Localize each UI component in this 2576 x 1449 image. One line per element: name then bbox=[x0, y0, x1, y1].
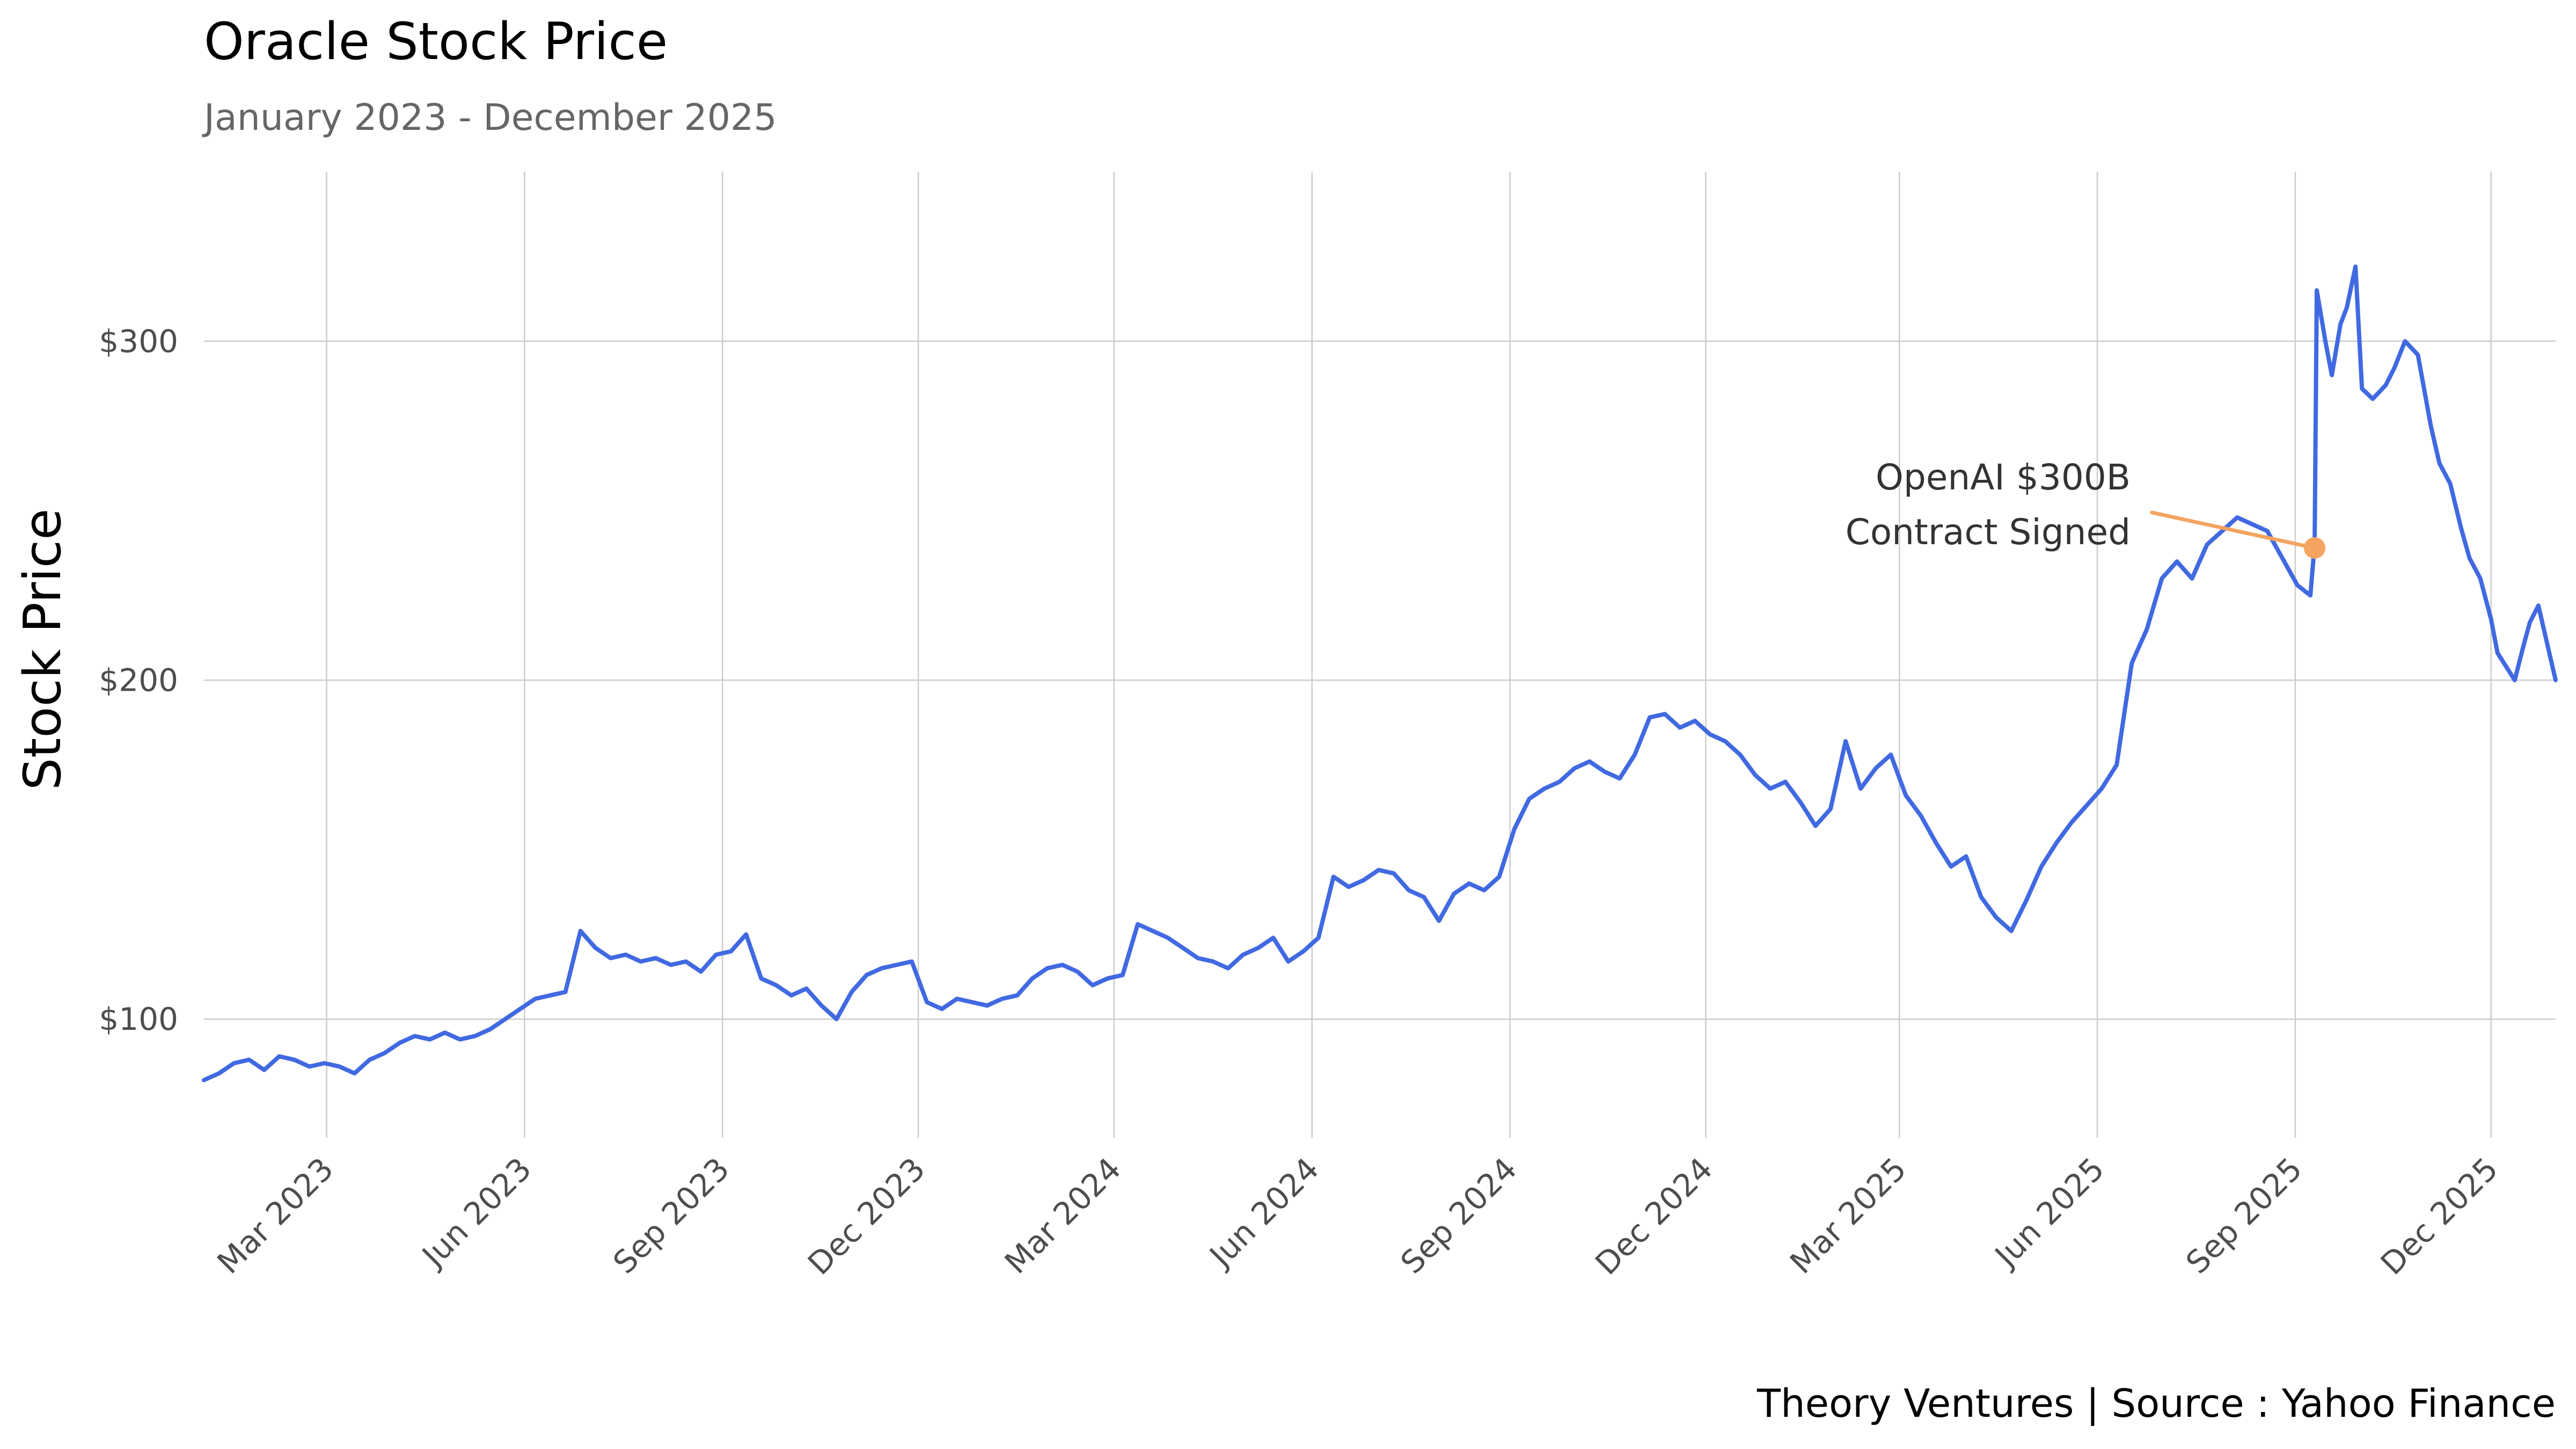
x-tick-label: Mar 2025 bbox=[1783, 1151, 1913, 1281]
x-tick-label: Sep 2025 bbox=[2179, 1151, 2309, 1281]
y-tick-label: $300 bbox=[99, 323, 178, 360]
x-tick-label: Sep 2023 bbox=[606, 1151, 736, 1281]
annotation-label-line2: Contract Signed bbox=[1846, 511, 2131, 553]
x-tick-label: Sep 2024 bbox=[1394, 1151, 1524, 1281]
x-tick-label: Jun 2023 bbox=[414, 1151, 539, 1275]
annotation-leader-line bbox=[2150, 510, 2317, 550]
x-tick-label: Dec 2025 bbox=[2374, 1151, 2505, 1282]
x-axis-ticks: Mar 2023 Jun 2023 Sep 2023 Dec 2023 Mar 2024… bbox=[210, 1151, 2505, 1282]
source-caption: Theory Ventures | Source : Yahoo Finance bbox=[1757, 1381, 2556, 1426]
chart-subtitle: January 2023 - December 2025 bbox=[202, 97, 777, 139]
x-tick-label: Dec 2024 bbox=[1588, 1151, 1719, 1282]
series-layer bbox=[202, 264, 2558, 1082]
y-tick-label: $200 bbox=[99, 662, 178, 698]
x-tick-label: Jun 2025 bbox=[1987, 1151, 2111, 1275]
x-tick-label: Jun 2024 bbox=[1202, 1151, 1326, 1275]
x-tick-label: Mar 2023 bbox=[210, 1151, 341, 1281]
gridlines bbox=[204, 172, 2556, 1138]
x-tick-label: Dec 2023 bbox=[801, 1151, 932, 1282]
y-tick-label: $100 bbox=[99, 1001, 178, 1037]
y-axis-ticks: $100 $200 $300 bbox=[99, 323, 178, 1037]
annotation: OpenAI $300B Contract Signed bbox=[1846, 457, 2325, 559]
price-line bbox=[202, 264, 2558, 1082]
x-tick-label: Mar 2024 bbox=[998, 1151, 1128, 1281]
chart-title: Oracle Stock Price bbox=[204, 12, 668, 71]
annotation-marker bbox=[2303, 537, 2325, 559]
y-axis-label: Stock Price bbox=[13, 509, 72, 791]
annotation-label-line1: OpenAI $300B bbox=[1876, 457, 2131, 498]
